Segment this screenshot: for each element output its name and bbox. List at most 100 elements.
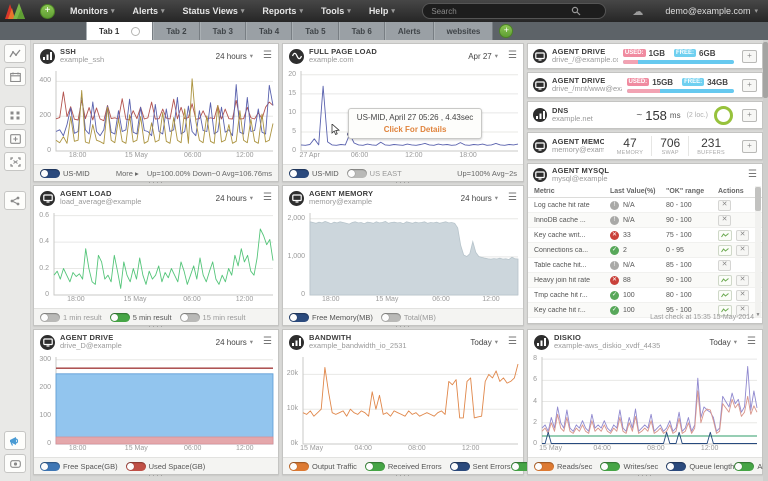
tab-tab-1[interactable]: Tab 1 [86,22,154,40]
toggle-us-east[interactable]: US EAST [346,168,402,178]
toggle-1-min-result[interactable]: 1 min result [40,312,102,322]
trend-chart-icon[interactable] [4,44,26,63]
view-chart-button[interactable] [718,304,732,316]
snapshot-icon[interactable] [4,454,26,473]
table-scrollbar[interactable]: ▼ [755,186,761,318]
cloud-icon[interactable]: ☁ [632,5,644,18]
tab-tab-6[interactable]: Tab 6 [338,22,385,40]
bandwidth-chart[interactable]: 0k 10k 20k 15 May 04:00 08:00 12:00 [283,354,523,457]
toggle-received-errors[interactable]: Received Errors [364,461,442,471]
sidebar [0,40,31,481]
view-chart-button[interactable] [718,244,732,256]
widget-menu-icon[interactable]: ☰ [508,50,517,61]
tab-alerts[interactable]: Alerts [384,22,434,40]
range-selector[interactable]: Today ▾ [709,337,738,347]
search-icon[interactable] [571,6,581,16]
menu-help[interactable]: Help ▾ [368,6,395,16]
layout-grid-icon[interactable] [4,106,26,125]
page-scrollbar[interactable] [763,40,768,481]
open-chart-button[interactable]: + [742,108,757,122]
scroll-down-icon[interactable]: ▼ [755,312,761,318]
range-selector[interactable]: 24 hours ▾ [215,51,254,61]
view-chart-button[interactable] [718,274,732,286]
toggle-output-traffic[interactable]: Output Traffic [289,461,357,471]
share-icon[interactable] [4,191,26,210]
tab-tab-5[interactable]: Tab 5 [292,22,339,40]
y-axis-label: 0.6 [39,211,49,219]
chart-tooltip[interactable]: US-MID, April 27 05:26 , 4.43sec Click F… [347,108,483,140]
agent-load-chart[interactable]: 0 0.2 0.4 0.6 18:00 15 May 06:00 12:00 [34,210,278,308]
toggle-queue-length[interactable]: Queue length [666,461,734,471]
menu-monitors[interactable]: Monitors ▾ [70,6,115,16]
range-selector[interactable]: 24 hours ▾ [215,193,254,203]
range-selector[interactable]: Today ▾ [470,337,499,347]
range-selector[interactable]: Apr 27 ▾ [468,51,499,61]
all-series-toggle[interactable]: All▾ [734,461,768,471]
remove-metric-button[interactable]: ✕ [736,274,749,286]
agent-memory-chart[interactable]: 0 1,000 2,000 18:00 15 May 06:00 12:00 [283,210,523,308]
tab-tab-2[interactable]: Tab 2 [153,22,200,40]
widget-menu-icon[interactable]: ☰ [508,336,517,347]
tab-websites[interactable]: websites [433,22,494,40]
calendar-icon[interactable] [4,67,26,86]
full-page-load-chart[interactable]: US-MID, April 27 05:26 , 4.43sec Click F… [283,68,523,164]
remove-metric-button[interactable]: ✕ [736,304,749,316]
agent-drive-chart[interactable]: 0 100 200 300 18:00 15 May 06:00 12:00 [34,354,278,457]
menu-tools[interactable]: Tools ▾ [320,6,351,16]
remove-metric-button[interactable]: ✕ [736,244,749,256]
toggle-writes-sec[interactable]: Writes/sec [600,461,658,471]
remove-metric-button[interactable]: ✕ [718,214,731,226]
scrollbar-thumb[interactable] [763,42,768,98]
memstat-swap: 706 SWAP [651,136,688,156]
toggle-15-min-result[interactable]: 15 min result [179,312,245,322]
toggle-free-memory-mb[interactable]: Free Memory(MB) [289,312,373,322]
more-link[interactable]: More ▸ [115,168,139,178]
widget-menu-icon[interactable]: ☰ [263,336,272,347]
widget-menu-icon[interactable]: ☰ [747,336,756,347]
range-selector[interactable]: 24 hours ▾ [215,337,254,347]
toggle-reads-sec[interactable]: Reads/sec [534,461,592,471]
toggle-sent-errors[interactable]: Sent Errors [449,461,511,471]
view-chart-button[interactable] [718,229,732,241]
remove-metric-button[interactable]: ✕ [718,259,731,271]
remove-metric-button[interactable]: ✕ [736,289,749,301]
view-chart-button[interactable] [718,289,732,301]
toggle-5-min-result[interactable]: 5 min result [109,312,172,322]
x-axis-label: 04:00 [593,445,611,452]
widget-menu-icon[interactable]: ☰ [508,192,517,203]
widget-menu-icon[interactable]: ☰ [748,169,757,180]
search-input[interactable] [429,5,572,17]
megaphone-icon[interactable] [4,431,26,450]
menu-reports[interactable]: Reports ▾ [262,6,303,16]
toggle-total-mb[interactable]: Total(MB) [380,312,436,322]
user-menu[interactable]: demo@example.com ▾ [665,6,758,16]
remove-metric-button[interactable]: ✕ [736,229,749,241]
toggle-us-mid[interactable]: US-MID [289,168,339,178]
open-chart-button[interactable]: + [742,49,757,63]
range-selector[interactable]: 24 hours ▾ [460,193,499,203]
open-chart-button[interactable]: + [742,139,757,153]
add-monitor-button[interactable]: + [40,3,55,19]
toggle-us-mid[interactable]: US-MID [40,168,90,178]
toggle-free-space-gb[interactable]: Free Space(GB) [40,461,118,471]
ssh-chart[interactable]: 0 200 400 18:00 15 May 06:00 12:00 [34,68,278,164]
tooltip-details-link[interactable]: Click For Details [383,125,447,135]
fullscreen-icon[interactable] [4,152,26,171]
remove-metric-button[interactable]: ✕ [718,199,731,211]
toggle-used-space-gb[interactable]: Used Space(GB) [125,461,205,471]
tab-tab-3[interactable]: Tab 3 [199,22,246,40]
add-tab-button[interactable]: + [499,24,514,38]
tab-tab-4[interactable]: Tab 4 [245,22,293,40]
diskio-chart[interactable]: 0 2 4 6 8 15 May 04:00 08:00 12:00 [528,354,762,457]
open-chart-button[interactable]: + [742,78,757,92]
scrollbar-thumb[interactable] [755,187,761,211]
menu-alerts[interactable]: Alerts ▾ [132,6,165,16]
widget-agent-mysql: AGENT MYSQL mysql@example ☰ Metric Last V… [527,163,763,324]
metric-name: InnoDB cache ... [534,216,586,224]
add-widget-icon[interactable] [4,129,26,148]
tab-refresh-icon[interactable] [131,26,141,36]
menu-status-views[interactable]: Status Views ▾ [182,6,245,16]
widget-menu-icon[interactable]: ☰ [263,50,272,61]
widget-menu-icon[interactable]: ☰ [263,192,272,203]
